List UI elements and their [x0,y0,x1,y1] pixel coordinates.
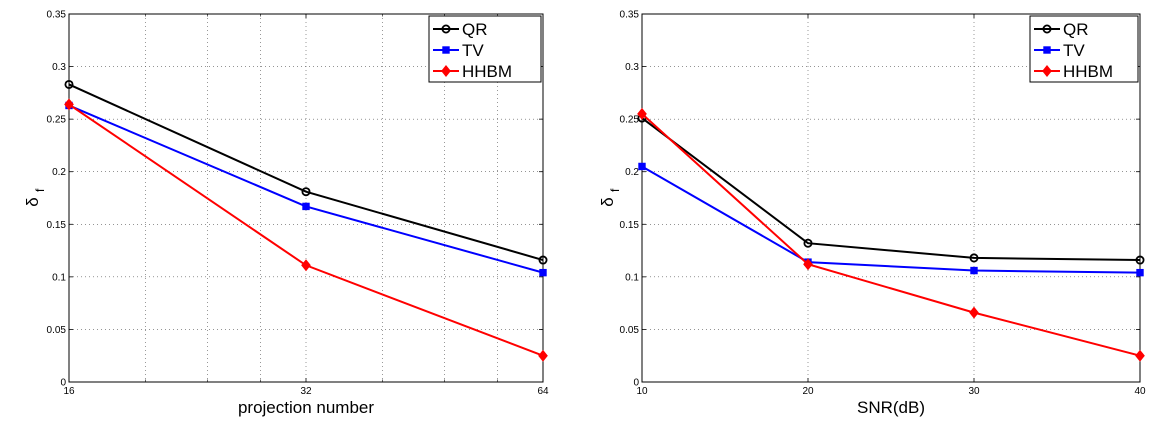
legend-label: HHBM [1063,62,1113,81]
y-tick-label: 0 [60,378,66,389]
y-tick-label: 0.3 [625,62,639,73]
y-axis-label-subscript: f [608,188,622,192]
chart-panel-2: 0 0.05 0.1 0.15 0.2 0.25 0.3 0.35 10 20 30 40 SNR(dB… [598,10,1146,418]
legend-entry-tv: TV [433,41,484,60]
x-tick-label: 16 [63,386,75,397]
data-point [638,162,646,171]
plot-frame [641,13,1141,383]
series-hhbm [637,107,1145,362]
data-point [1136,268,1144,277]
y-tick-label: 0.1 [625,272,639,283]
grid [642,14,1140,382]
x-tick-label: 20 [802,386,814,397]
legend: QR TV HHBM [1029,15,1139,83]
x-tick-label: 10 [636,386,648,397]
y-tick-label: 0.15 [620,220,640,231]
x-axis-label: projection number [238,398,374,417]
y-tick-label: 0.35 [47,10,67,21]
y-axis-label-subscript: f [33,188,47,192]
y-tick-label: 0.15 [47,220,67,231]
legend-marker [441,65,451,77]
y-tick-label: 0.25 [620,115,640,126]
series-line-qr [641,117,1141,262]
legend-entry-hhbm: HHBM [1034,62,1113,81]
y-axis-label-symbol: δ [23,197,42,206]
data-point [970,266,978,275]
data-point [803,238,813,248]
data-point [1135,349,1145,362]
legend-label: TV [462,41,484,60]
legend-marker [1043,46,1051,54]
y-axis-label-symbol: δ [598,197,617,206]
legend-entry-qr: QR [1034,20,1089,39]
data-point [538,349,548,362]
data-point [301,259,311,272]
legend-entry-hhbm: HHBM [433,62,512,81]
x-tick-label: 32 [300,386,312,397]
series-hhbm [64,98,548,362]
data-point [64,79,74,89]
legend-marker [442,46,450,54]
data-point [538,255,548,265]
legend-entry-tv: TV [1034,41,1085,60]
y-tick-label: 0.05 [47,325,67,336]
legend-marker [1042,24,1052,34]
series-line-qr [68,83,544,261]
series-line-hhbm [641,113,1141,357]
series-tv [65,101,547,277]
series-qr [637,113,1145,265]
y-axis-label: δf [23,188,47,207]
data-point [1135,255,1145,265]
data-point [64,98,74,111]
series-qr [64,79,548,265]
y-tick-label: 0 [633,378,639,389]
data-point [302,202,310,211]
data-point [803,258,813,271]
data-point [301,187,311,197]
x-axis-label: SNR(dB) [857,398,925,417]
series-line-tv [641,165,1141,274]
y-axis-label: δf [598,188,622,207]
legend-marker [441,24,451,34]
y-tick-label: 0.2 [52,167,66,178]
y-tick-label: 0.35 [620,10,640,21]
x-tick-label: 40 [1134,386,1146,397]
x-tick-label: 64 [537,386,549,397]
y-tick-label: 0.3 [52,62,66,73]
data-point [969,306,979,319]
legend-label: TV [1063,41,1085,60]
data-point [969,253,979,263]
legend-label: HHBM [462,62,512,81]
legend-marker [1042,65,1052,77]
chart-panel-1: 0 0.05 0.1 0.15 0.2 0.25 0.3 0.35 16 32 64 projecti… [23,10,549,418]
data-point [539,268,547,277]
legend: QR TV HHBM [428,15,542,83]
legend-entry-qr: QR [433,20,488,39]
y-tick-label: 0.25 [47,115,67,126]
y-tick-label: 0.1 [52,272,66,283]
data-point [637,107,647,120]
legend-label: QR [462,20,488,39]
legend-label: QR [1063,20,1089,39]
y-tick-label: 0.2 [625,167,639,178]
y-tick-label: 0.05 [620,325,640,336]
x-tick-label: 30 [968,386,980,397]
